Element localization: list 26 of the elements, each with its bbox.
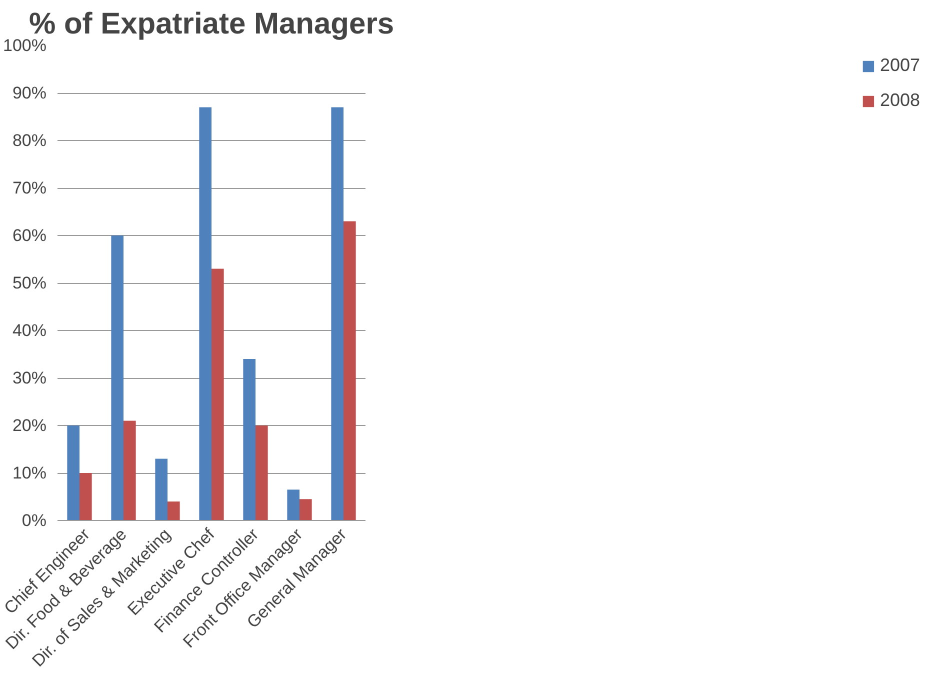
- y-tick-label: 90%: [12, 84, 47, 102]
- y-tick-label: 0%: [22, 511, 47, 530]
- bar: [287, 490, 300, 520]
- bar: [256, 426, 268, 520]
- bar: [331, 107, 344, 520]
- bar: [168, 502, 180, 520]
- bar: [199, 107, 212, 520]
- y-tick-label: 80%: [12, 131, 47, 150]
- y-tick-label: 10%: [12, 464, 47, 482]
- bar: [212, 268, 224, 520]
- y-tick-label: 60%: [12, 226, 47, 245]
- bar: [67, 426, 80, 520]
- bar: [243, 359, 256, 520]
- y-tick-label: 20%: [12, 416, 47, 435]
- bar: [124, 420, 136, 520]
- bar: [80, 473, 92, 520]
- y-tick-label: 70%: [12, 178, 47, 198]
- legend-label: 2008: [880, 90, 920, 111]
- y-tick-label: 50%: [12, 274, 47, 292]
- legend-label: 2007: [880, 55, 920, 76]
- bar: [111, 236, 124, 520]
- y-tick-label: 30%: [12, 368, 47, 388]
- bar: [344, 221, 356, 520]
- bar: [300, 499, 312, 520]
- bar: [155, 458, 168, 520]
- y-tick-label: 40%: [12, 321, 47, 340]
